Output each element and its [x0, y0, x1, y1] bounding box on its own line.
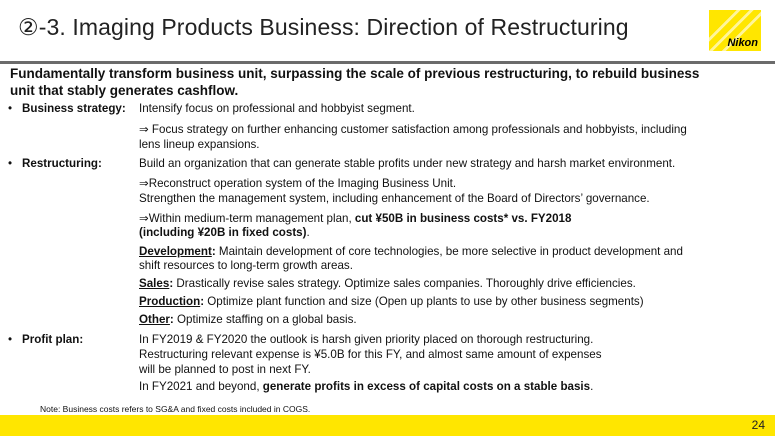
profit-plan-text-2: Restructuring relevant expense is ¥5.0B …	[139, 348, 602, 361]
development-label: Development	[139, 245, 212, 258]
sales-line: Sales: Drastically revise sales strategy…	[139, 277, 636, 290]
profit-plan-text-3: will be planned to post in next FY.	[139, 363, 311, 376]
production-label: Production	[139, 295, 201, 308]
sales-label: Sales	[139, 277, 170, 290]
period: .	[590, 380, 594, 393]
restructuring-fixed-costs: (including ¥20B in fixed costs).	[139, 226, 310, 239]
footer-bar	[0, 415, 775, 436]
restructuring-cost-cut: ⇒Within medium-term management plan, cut…	[139, 211, 571, 225]
cost-cut-target: cut ¥50B in business costs* vs. FY2018	[354, 212, 572, 225]
other-text: Optimize staffing on a global basis.	[173, 313, 357, 326]
business-strategy-detail-2: lens lineup expansions.	[139, 138, 260, 151]
profit-plan-text-1: In FY2019 & FY2020 the outlook is harsh …	[139, 333, 594, 346]
profit-goal: generate profits in excess of capital co…	[262, 380, 591, 393]
restructuring-detail-2: Strengthen the management system, includ…	[139, 192, 650, 205]
slide-title: ②-3. Imaging Products Business: Directio…	[18, 14, 629, 40]
production-line: Production: Optimize plant function and …	[139, 295, 644, 308]
development-line: Development: Maintain development of cor…	[139, 245, 683, 258]
production-text: Optimize plant function and size (Open u…	[204, 295, 644, 308]
logo-text: Nikon	[727, 37, 758, 49]
fixed-costs-text: (including ¥20B in fixed costs)	[139, 226, 307, 239]
period: .	[306, 226, 310, 239]
business-strategy-detail: ⇒ Focus strategy on further enhancing cu…	[139, 123, 687, 136]
headline-line-1: Fundamentally transform business unit, s…	[10, 66, 700, 81]
business-strategy-text: Intensify focus on professional and hobb…	[139, 102, 415, 115]
colon: :	[169, 313, 174, 326]
colon: :	[200, 295, 205, 308]
development-line-2: shift resources to long-term growth area…	[139, 259, 353, 272]
restructuring-label: Restructuring:	[8, 157, 102, 170]
business-strategy-label: Business strategy:	[8, 102, 126, 115]
sales-text: Drastically revise sales strategy. Optim…	[173, 277, 636, 290]
headline-line-2: unit that stably generates cashflow.	[10, 83, 239, 98]
footnote: Note: Business costs refers to SG&A and …	[40, 404, 311, 414]
other-line: Other: Optimize staffing on a global bas…	[139, 313, 357, 326]
restructuring-detail-1: ⇒Reconstruct operation system of the Ima…	[139, 177, 457, 190]
nikon-logo: Nikon	[709, 10, 761, 51]
cost-cut-intro: ⇒Within medium-term management plan,	[139, 212, 355, 225]
colon: :	[211, 245, 216, 258]
profit-intro: In FY2021 and beyond,	[139, 380, 263, 393]
profit-plan-label: Profit plan:	[8, 333, 83, 346]
profit-plan-text-4: In FY2021 and beyond, generate profits i…	[139, 380, 593, 393]
title-divider	[0, 61, 775, 64]
development-text: Maintain development of core technologie…	[215, 245, 683, 258]
other-label: Other	[139, 313, 170, 326]
colon: :	[169, 277, 174, 290]
page-number: 24	[751, 418, 765, 432]
restructuring-text: Build an organization that can generate …	[139, 157, 676, 170]
